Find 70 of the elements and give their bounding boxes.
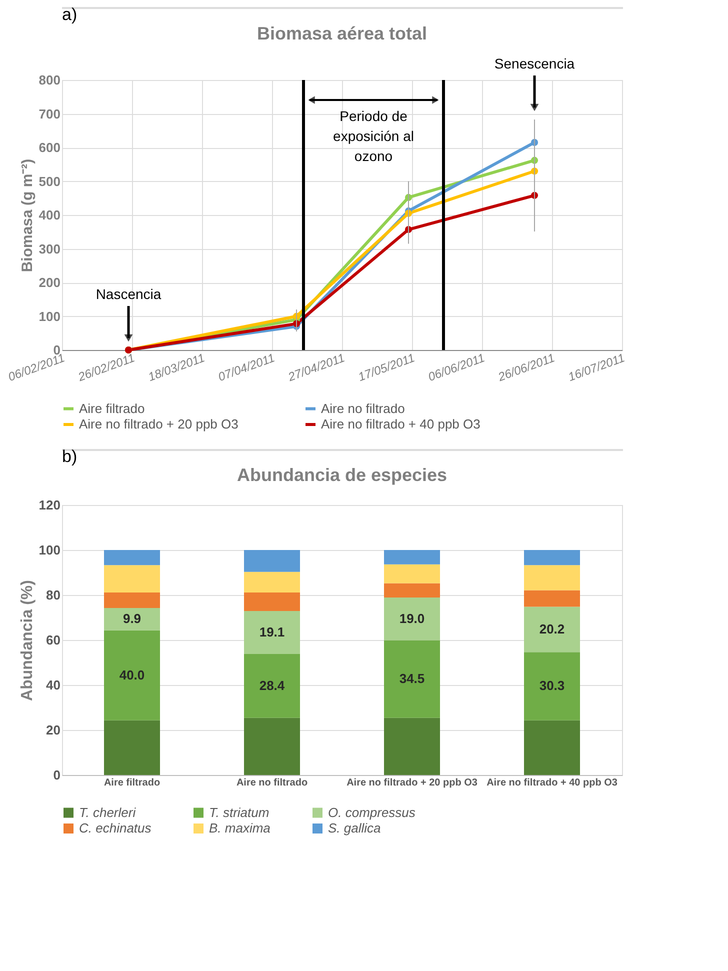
y-tick-label: 20 xyxy=(46,722,60,738)
bar xyxy=(384,718,440,775)
y-tick-label: 80 xyxy=(46,588,60,602)
bar xyxy=(244,654,300,718)
x-tick-label: Aire no filtrado + 20 ppb O3 xyxy=(346,778,478,788)
chart-title: Biomasa aérea total xyxy=(256,23,428,44)
bar xyxy=(244,718,300,775)
bar xyxy=(524,550,580,566)
annotation: Periodo de exposición al ozono xyxy=(333,108,414,164)
bar xyxy=(384,640,440,718)
y-tick-label: 700 xyxy=(38,106,60,122)
data-label: 19.1 xyxy=(259,624,285,640)
legend-label: S. gallica xyxy=(328,820,381,836)
bar xyxy=(244,592,300,611)
legend-label: T. striatum xyxy=(209,804,270,820)
legend-label: O. compressus xyxy=(328,804,416,820)
x-tick-label: Aire filtrado xyxy=(104,778,160,788)
y-tick-label: 120 xyxy=(38,498,60,512)
x-tick-label: Aire no filtrado + 40 ppb O3 xyxy=(486,778,618,788)
text: b) xyxy=(62,447,78,466)
bar xyxy=(104,630,160,720)
x-tick-label: Aire no filtrado xyxy=(236,778,308,788)
y-tick-label: 40 xyxy=(46,678,60,692)
y-tick-label: 600 xyxy=(38,140,60,155)
bar xyxy=(104,565,160,593)
data-label: 40.0 xyxy=(119,667,145,682)
y-tick-label: 0 xyxy=(53,768,60,782)
y-tick-label: 60 xyxy=(46,632,60,648)
legend-label: B. maxima xyxy=(209,820,270,836)
legend-label: Aire no filtrado xyxy=(321,400,405,416)
y-tick-label: 200 xyxy=(38,275,60,290)
data-label: 20.2 xyxy=(539,621,565,636)
y-axis-title: Abundancia (%) xyxy=(18,580,36,701)
bar xyxy=(524,565,580,590)
bar xyxy=(384,550,440,564)
legend-label: Aire no filtrado + 20 ppb O3 xyxy=(79,416,238,432)
legend-label: C. echinatus xyxy=(79,820,152,836)
bar xyxy=(104,550,160,566)
data-label: 34.5 xyxy=(399,671,425,686)
text: Senescencia xyxy=(494,55,575,72)
bar xyxy=(524,720,580,775)
y-axis-title: Biomasa (g m⁻²) xyxy=(18,158,36,272)
bar xyxy=(524,606,580,652)
bar xyxy=(104,720,160,775)
y-tick-label: 400 xyxy=(38,208,60,222)
bar xyxy=(244,610,300,654)
bar xyxy=(104,592,160,608)
y-tick-label: 300 xyxy=(38,241,60,256)
y-tick-label: 100 xyxy=(38,308,60,324)
bar xyxy=(524,590,580,607)
legend-label: T. cherleri xyxy=(79,804,137,820)
text: a) xyxy=(62,5,78,24)
bar xyxy=(244,550,300,572)
bar xyxy=(524,652,580,720)
annotation: Nascencia xyxy=(96,286,162,302)
chart-title: Abundancia de especies xyxy=(236,465,448,485)
bar xyxy=(104,608,160,630)
y-tick-label: 800 xyxy=(38,72,60,88)
data-label: 9.9 xyxy=(122,611,142,626)
bar xyxy=(244,572,300,593)
data-label: 19.0 xyxy=(399,610,425,626)
bar xyxy=(384,564,440,584)
legend-label: Aire no filtrado + 40 ppb O3 xyxy=(321,416,480,432)
bar xyxy=(384,597,440,640)
y-tick-label: 100 xyxy=(38,542,60,558)
data-label: 28.4 xyxy=(259,678,286,693)
y-tick-label: 500 xyxy=(38,174,60,189)
bar xyxy=(384,583,440,598)
legend-label: Aire filtrado xyxy=(79,400,145,416)
data-label: 30.3 xyxy=(539,678,565,694)
